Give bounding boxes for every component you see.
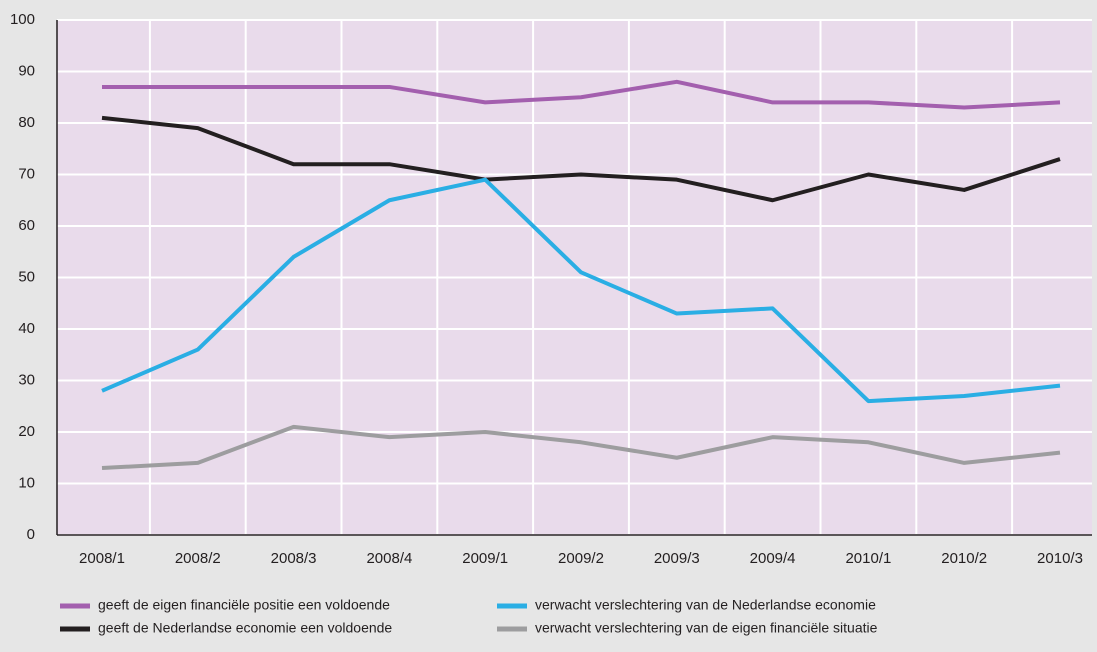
- y-tick-label: 80: [18, 114, 35, 131]
- legend-label: geeft de Nederlandse economie een voldoe…: [98, 620, 392, 636]
- x-tick-label: 2009/4: [750, 550, 796, 567]
- legend-label: geeft de eigen financiële positie een vo…: [98, 597, 390, 613]
- x-tick-label: 2009/3: [654, 550, 700, 567]
- y-tick-label: 10: [18, 474, 35, 491]
- series-line: [101, 115, 1061, 203]
- x-tick-label: 2010/2: [941, 550, 987, 567]
- x-tick-label: 2010/1: [845, 550, 891, 567]
- y-tick-label: 50: [18, 268, 35, 285]
- series-line: [101, 424, 1061, 471]
- legend-label: verwacht verslechtering van de eigen fin…: [535, 620, 878, 636]
- y-tick-label: 100: [10, 11, 35, 28]
- y-tick-label: 40: [18, 320, 35, 337]
- x-tick-label: 2009/2: [558, 550, 604, 567]
- y-tick-label: 90: [18, 62, 35, 79]
- legend-label: verwacht verslechtering van de Nederland…: [535, 597, 876, 613]
- x-tick-label: 2009/1: [462, 550, 508, 567]
- x-tick-label: 2008/2: [175, 550, 221, 567]
- y-tick-label: 70: [18, 165, 35, 182]
- x-tick-label: 2008/4: [366, 550, 412, 567]
- series-line: [101, 177, 1061, 404]
- y-tick-label: 20: [18, 423, 35, 440]
- series-line: [102, 79, 1061, 110]
- x-tick-label: 2008/1: [79, 550, 125, 567]
- y-tick-label: 0: [27, 526, 35, 543]
- y-tick-label: 30: [18, 371, 35, 388]
- x-tick-label: 2010/3: [1037, 550, 1083, 567]
- x-tick-label: 2008/3: [271, 550, 317, 567]
- y-tick-label: 60: [18, 217, 35, 234]
